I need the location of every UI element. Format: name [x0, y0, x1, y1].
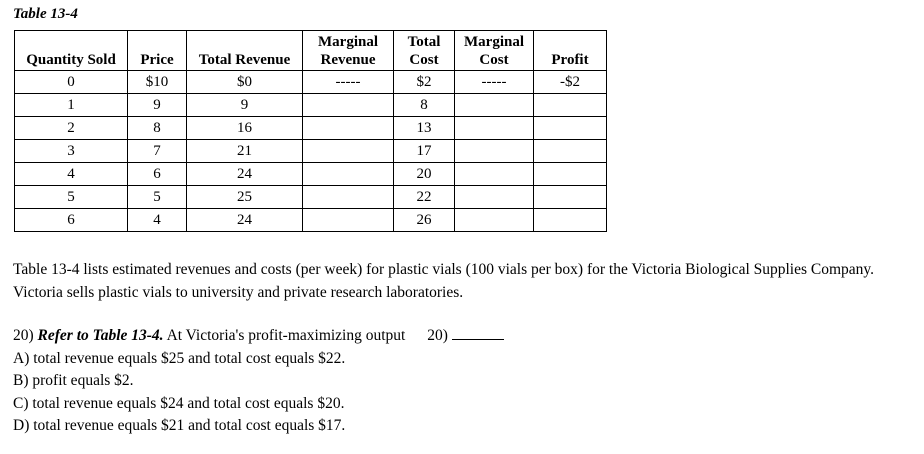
cell-marginal-revenue: [302, 185, 394, 209]
cell-quantity: 4: [14, 162, 128, 186]
revenue-cost-table: Quantity Sold Price Total Revenue Margin…: [14, 30, 607, 232]
cell-price: 6: [127, 162, 187, 186]
cell-quantity: 2: [14, 116, 128, 140]
cell-marginal-cost: -----: [454, 70, 534, 94]
option-d: D) total revenue equals $21 and total co…: [13, 417, 346, 434]
cell-total-cost: $2: [393, 70, 455, 94]
table-description: Table 13-4 lists estimated revenues and …: [13, 261, 875, 301]
question-text: At Victoria's profit-maximizing output: [166, 327, 406, 344]
cell-marginal-revenue: [302, 116, 394, 140]
answer-blank: [451, 325, 504, 340]
header-quantity-sold: Quantity Sold: [14, 30, 128, 71]
cell-marginal-cost: [454, 116, 534, 140]
table-row: 3 7 21 17: [14, 139, 607, 163]
cell-total-revenue: $0: [186, 70, 303, 94]
question-block: 20) Refer to Table 13-4. At Victoria's p…: [13, 325, 903, 438]
cell-profit: [533, 93, 607, 117]
header-marginal-revenue: Marginal Revenue: [302, 30, 394, 71]
question-number: 20): [13, 327, 34, 344]
cell-price: 7: [127, 139, 187, 163]
cell-price: 8: [127, 116, 187, 140]
cell-profit: [533, 116, 607, 140]
cell-quantity: 0: [14, 70, 128, 94]
table-row: 0 $10 $0 ----- $2 ----- -$2: [14, 70, 607, 94]
cell-total-cost: 26: [393, 208, 455, 232]
cell-quantity: 6: [14, 208, 128, 232]
question-stem: 20) Refer to Table 13-4. At Victoria's p…: [13, 325, 903, 348]
table-row: 2 8 16 13: [14, 116, 607, 140]
cell-marginal-cost: [454, 139, 534, 163]
cell-profit: [533, 139, 607, 163]
cell-marginal-cost: [454, 208, 534, 232]
cell-quantity: 5: [14, 185, 128, 209]
answer-label: 20): [427, 327, 448, 344]
cell-price: 9: [127, 93, 187, 117]
header-profit: Profit: [533, 30, 607, 71]
cell-total-revenue: 9: [186, 93, 303, 117]
cell-profit: [533, 162, 607, 186]
cell-marginal-revenue: [302, 139, 394, 163]
option-b: B) profit equals $2.: [13, 372, 134, 389]
cell-quantity: 3: [14, 139, 128, 163]
header-marginal-cost: Marginal Cost: [454, 30, 534, 71]
cell-marginal-cost: [454, 162, 534, 186]
cell-total-cost: 8: [393, 93, 455, 117]
table-row: 6 4 24 26: [14, 208, 607, 232]
cell-total-revenue: 21: [186, 139, 303, 163]
cell-profit: [533, 185, 607, 209]
cell-price: 5: [127, 185, 187, 209]
cell-total-revenue: 16: [186, 116, 303, 140]
table-title: Table 13-4: [13, 6, 78, 22]
table-row: 4 6 24 20: [14, 162, 607, 186]
cell-total-cost: 22: [393, 185, 455, 209]
cell-total-revenue: 25: [186, 185, 303, 209]
option-a: A) total revenue equals $25 and total co…: [13, 349, 346, 367]
cell-total-cost: 17: [393, 139, 455, 163]
option-c: C) total revenue equals $24 and total co…: [13, 394, 345, 412]
cell-profit: -$2: [533, 70, 607, 94]
table-row: 5 5 25 22: [14, 185, 607, 209]
header-price: Price: [127, 30, 187, 71]
header-total-revenue: Total Revenue: [186, 30, 303, 71]
cell-marginal-cost: [454, 185, 534, 209]
table-header-row: Quantity Sold Price Total Revenue Margin…: [14, 30, 607, 71]
header-total-cost: Total Cost: [393, 30, 455, 71]
cell-marginal-revenue: [302, 162, 394, 186]
cell-total-cost: 20: [393, 162, 455, 186]
cell-marginal-revenue: -----: [302, 70, 394, 94]
cell-price: $10: [127, 70, 187, 94]
question-reference: Refer to Table 13-4.: [37, 327, 164, 344]
cell-marginal-revenue: [302, 93, 394, 117]
cell-marginal-cost: [454, 93, 534, 117]
table-row: 1 9 9 8: [14, 93, 607, 117]
cell-price: 4: [127, 208, 187, 232]
cell-total-cost: 13: [393, 116, 455, 140]
cell-total-revenue: 24: [186, 208, 303, 232]
cell-marginal-revenue: [302, 208, 394, 232]
cell-total-revenue: 24: [186, 162, 303, 186]
cell-quantity: 1: [14, 93, 128, 117]
cell-profit: [533, 208, 607, 232]
